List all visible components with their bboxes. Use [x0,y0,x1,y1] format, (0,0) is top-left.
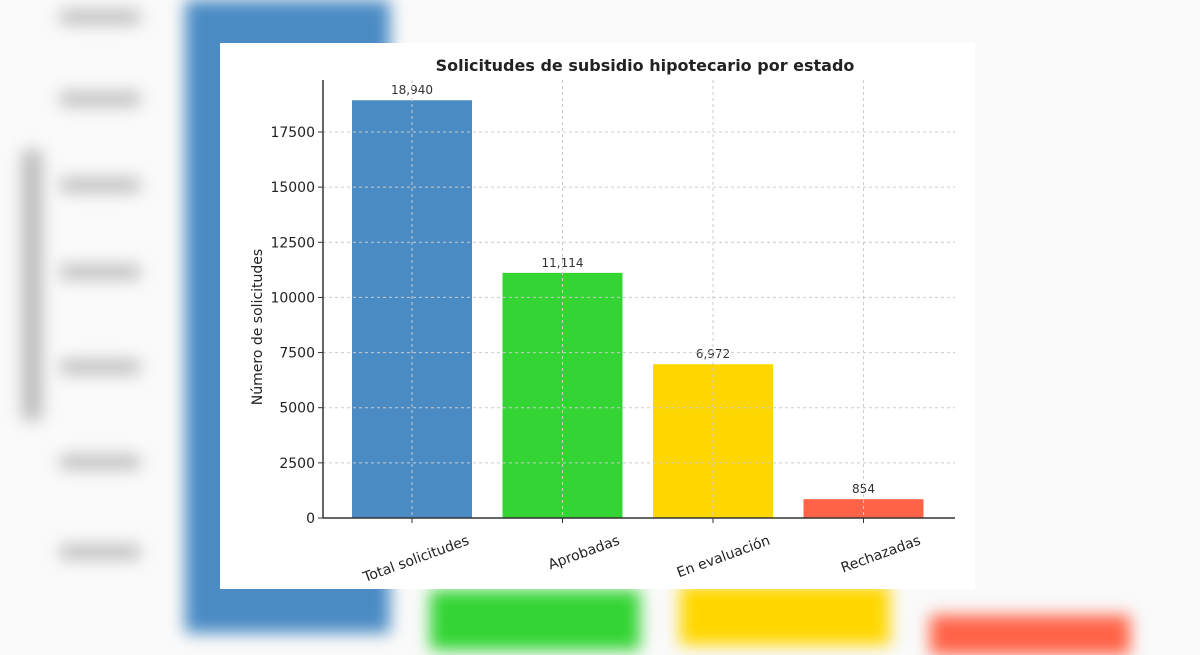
chart-title: Solicitudes de subsidio hipotecario por … [436,56,855,75]
bar-value-label: 6,972 [696,347,730,361]
y-tick-label: 17500 [270,125,315,141]
y-axis-label: Número de solicitudes [250,249,266,405]
x-tick-label: Aprobadas [546,533,622,574]
bar-value-label: 18,940 [391,83,433,97]
x-tick-label: Total solicitudes [360,533,471,587]
y-tick-label: 0 [306,511,315,527]
chart-card: 18,940 11,114 6,972 854 0 2500 5000 7500 10000 1… [220,43,975,589]
y-tick-label: 5000 [279,401,315,417]
x-tick-label: En evaluación [675,533,773,582]
y-tick-label: 10000 [270,290,315,306]
y-tick-label: 15000 [270,180,315,196]
y-tick-label: 2500 [279,456,315,472]
x-tick-label: Rechazadas [839,533,923,577]
y-tick-label: 7500 [279,346,315,362]
y-tick-label: 12500 [270,235,315,251]
